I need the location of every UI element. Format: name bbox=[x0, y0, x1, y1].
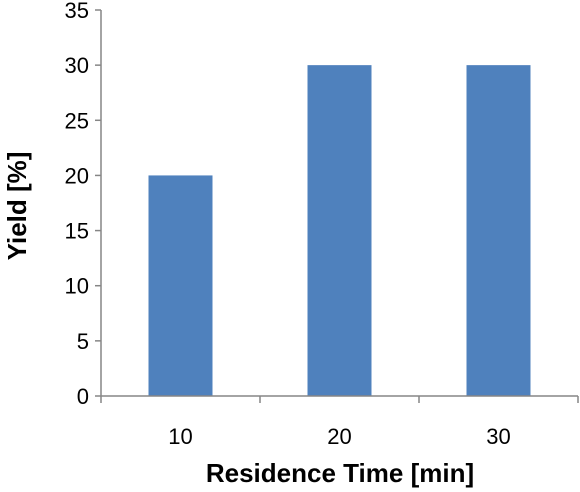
x-tick-label: 30 bbox=[486, 424, 510, 449]
bar-20 bbox=[307, 65, 372, 397]
x-tick-label: 20 bbox=[327, 424, 351, 449]
y-tick-label: 30 bbox=[65, 53, 89, 78]
x-tick-label: 10 bbox=[168, 424, 192, 449]
y-tick-label: 35 bbox=[65, 0, 89, 23]
y-tick-label: 25 bbox=[65, 108, 89, 133]
x-axis-title: Residence Time [min] bbox=[206, 458, 474, 488]
y-tick-label: 15 bbox=[65, 219, 89, 244]
y-tick-label: 0 bbox=[77, 384, 89, 409]
y-tick-label: 5 bbox=[77, 329, 89, 354]
y-axis-ticks: 0 5 10 15 20 25 30 35 bbox=[65, 0, 101, 409]
y-tick-label: 10 bbox=[65, 274, 89, 299]
bar-10 bbox=[148, 175, 213, 396]
x-axis-ticks: 10 20 30 bbox=[100, 396, 579, 449]
y-tick-label: 20 bbox=[65, 163, 89, 188]
y-axis-title: Yield [%] bbox=[2, 152, 32, 261]
bar-30 bbox=[466, 65, 531, 397]
bars-group bbox=[148, 65, 531, 397]
